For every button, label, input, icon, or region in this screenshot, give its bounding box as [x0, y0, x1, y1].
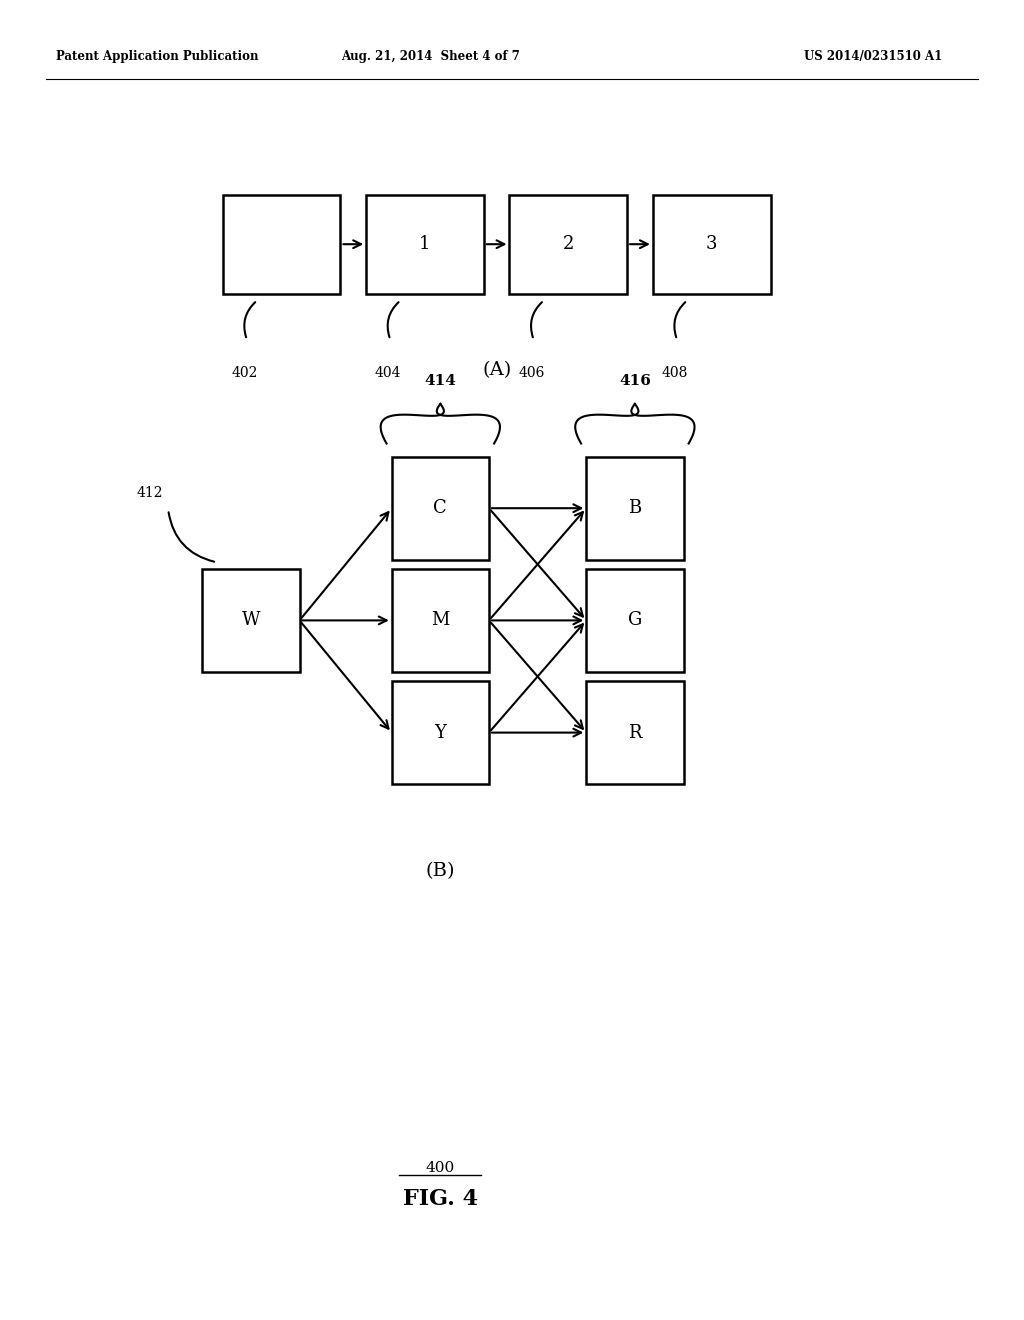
Text: R: R — [628, 723, 642, 742]
Text: G: G — [628, 611, 642, 630]
Bar — [203, 569, 299, 672]
Text: 402: 402 — [231, 367, 258, 380]
Bar — [223, 195, 340, 294]
Text: (A): (A) — [482, 360, 511, 379]
Text: 404: 404 — [375, 367, 401, 380]
Bar — [367, 195, 483, 294]
Text: US 2014/0231510 A1: US 2014/0231510 A1 — [804, 50, 942, 63]
Text: 412: 412 — [136, 486, 163, 500]
Text: W: W — [242, 611, 260, 630]
Text: 1: 1 — [419, 235, 431, 253]
Text: M: M — [431, 611, 450, 630]
Text: 400: 400 — [426, 1160, 455, 1175]
Bar — [510, 195, 627, 294]
Bar — [391, 569, 489, 672]
Text: Patent Application Publication: Patent Application Publication — [56, 50, 259, 63]
Text: 3: 3 — [706, 235, 718, 253]
Text: (B): (B) — [426, 862, 455, 880]
Text: C: C — [433, 499, 447, 517]
Bar — [586, 681, 684, 784]
Text: FIG. 4: FIG. 4 — [402, 1188, 478, 1210]
Bar — [391, 457, 489, 560]
Text: 416: 416 — [618, 374, 651, 388]
Text: 408: 408 — [662, 367, 688, 380]
Bar — [391, 681, 489, 784]
Text: Aug. 21, 2014  Sheet 4 of 7: Aug. 21, 2014 Sheet 4 of 7 — [341, 50, 519, 63]
Text: 406: 406 — [518, 367, 545, 380]
Text: Y: Y — [434, 723, 446, 742]
Bar — [586, 569, 684, 672]
Bar — [586, 457, 684, 560]
Bar — [653, 195, 770, 294]
Text: 2: 2 — [562, 235, 574, 253]
Text: 414: 414 — [424, 374, 457, 388]
Text: B: B — [629, 499, 641, 517]
